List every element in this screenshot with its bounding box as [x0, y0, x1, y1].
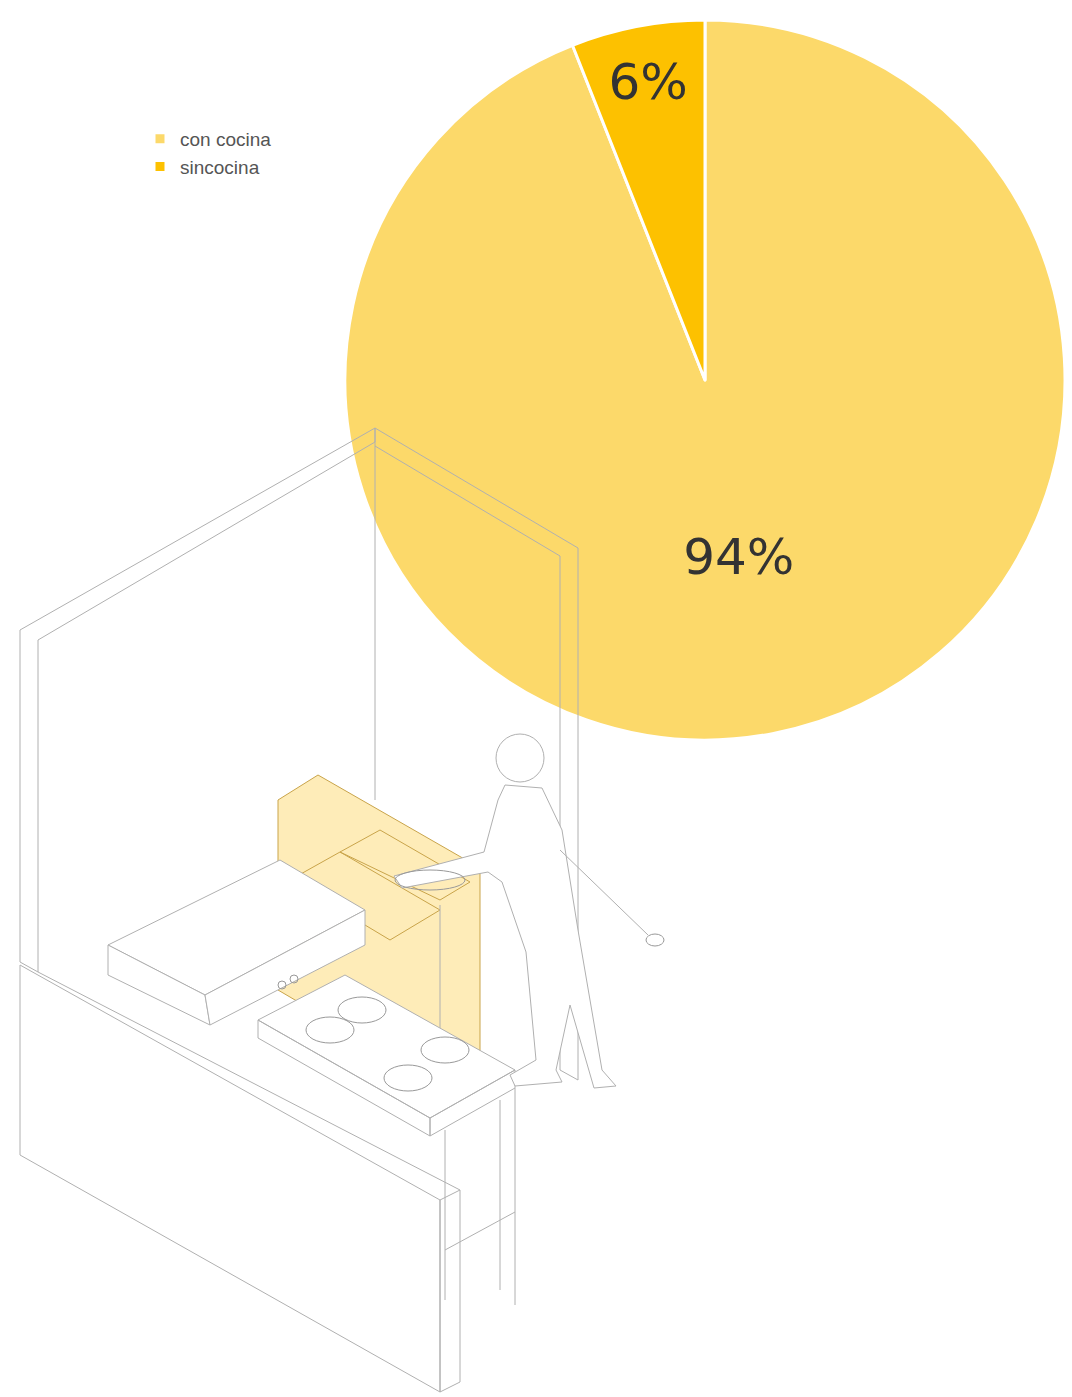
svg-text:94%: 94% [683, 528, 794, 586]
svg-text:6%: 6% [609, 53, 688, 111]
svg-text:sincocina: sincocina [180, 157, 260, 178]
svg-text:con cocina: con cocina [180, 129, 271, 150]
